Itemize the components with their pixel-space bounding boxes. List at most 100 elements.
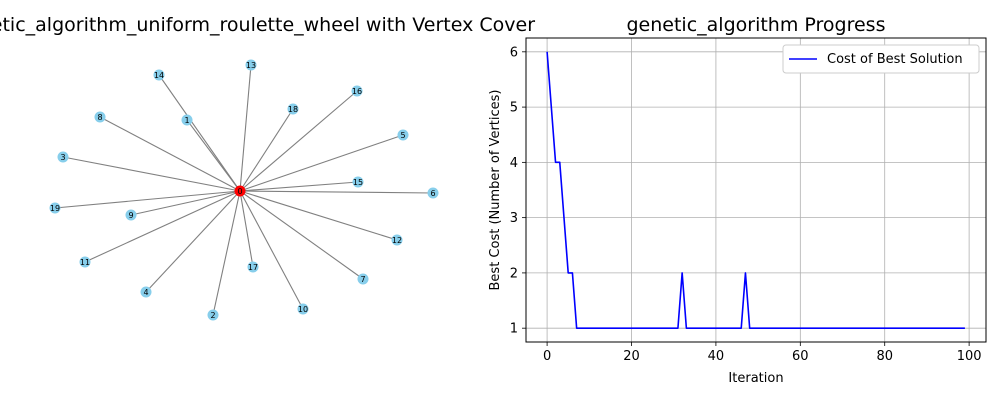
graph-node-marker: [397, 129, 409, 141]
graph-node-label: 15: [353, 178, 363, 187]
graph-node-label: 17: [248, 263, 258, 272]
graph-node-label: 18: [288, 105, 298, 114]
x-tick-label: 100: [957, 349, 982, 364]
graph-node-2: 2: [207, 309, 219, 321]
series-line-0: [546, 51, 965, 329]
graph-node-12: 12: [391, 234, 403, 246]
graph-node-14: 14: [153, 69, 165, 81]
graph-edge-0-15: [239, 181, 359, 192]
graph-edge-0-14: [158, 74, 241, 192]
graph-node-4: 4: [140, 286, 152, 298]
legend-label: Cost of Best Solution: [827, 52, 963, 67]
graph-node-3: 3: [57, 151, 69, 163]
graph-node-0-cover: 0: [234, 185, 246, 197]
graph-node-marker: [207, 309, 219, 321]
graph-node-9: 9: [125, 209, 137, 221]
y-tick-label: 4: [510, 156, 518, 171]
x-tick-label: 80: [876, 349, 893, 364]
plot-frame: [525, 37, 987, 343]
graph-title: genetic_algorithm_uniform_roulette_wheel…: [0, 14, 535, 36]
graph-node-7: 7: [357, 273, 369, 285]
graph-node-label: 19: [50, 204, 60, 213]
graph-node-marker: [351, 85, 363, 97]
legend-box: [782, 44, 980, 74]
y-axis-label: Best Cost (Number of Vertices): [488, 90, 503, 291]
graph-node-label: 13: [246, 61, 256, 70]
graph-node-1: 1: [181, 114, 193, 126]
graph-edge-0-10: [239, 190, 304, 310]
graph-node-5: 5: [397, 129, 409, 141]
legend: Cost of Best Solution: [782, 44, 980, 74]
graph-edge-0-12: [239, 190, 398, 241]
graph-node-marker: [357, 273, 369, 285]
graph-node-label: 6: [430, 189, 435, 198]
graph-node-label: 5: [400, 131, 405, 140]
graph-node-label: 10: [298, 305, 308, 314]
graph-edge-0-11: [84, 190, 241, 263]
graph-node-label: 9: [128, 211, 133, 220]
graph-node-17: 17: [247, 261, 259, 273]
chart-panel: 0 20 40 60 80 100 1 2 3 4 5 6 genetic_algorithm Pr…: [488, 14, 987, 386]
y-tick-label: 3: [510, 211, 518, 226]
graph-node-marker: [247, 261, 259, 273]
graph-edge-0-4: [145, 190, 241, 293]
graph-node-marker: [352, 176, 364, 188]
graph-node-label: 2: [210, 311, 215, 320]
graph-node-13: 13: [245, 59, 257, 71]
graph-node-marker: [49, 202, 61, 214]
x-axis-ticks: 0 20 40 60 80 100: [543, 342, 982, 364]
graph-node-18: 18: [287, 103, 299, 115]
graph-node-label: 1: [184, 116, 189, 125]
graph-node-6: 6: [427, 187, 439, 199]
graph-node-label: 4: [143, 288, 148, 297]
graph-node-label: 16: [352, 87, 362, 96]
graph-edge-0-3: [62, 156, 241, 192]
graph-node-label: 7: [360, 275, 365, 284]
y-tick-label: 2: [510, 266, 518, 281]
x-tick-label: 40: [708, 349, 725, 364]
y-axis-ticks: 1 2 3 4 5 6: [510, 45, 526, 337]
chart-title: genetic_algorithm Progress: [627, 14, 886, 36]
graph-edge-0-2: [212, 190, 241, 316]
graph-edge-0-9: [130, 190, 241, 216]
graph-edge-0-5: [239, 134, 404, 192]
series-lines: [546, 51, 965, 329]
graph-node-marker: [181, 114, 193, 126]
graph-node-marker: [57, 151, 69, 163]
graph-node-marker: [153, 69, 165, 81]
graph-node-label: 14: [154, 71, 164, 80]
graph-edge-0-7: [239, 190, 364, 280]
graph-node-marker: [427, 187, 439, 199]
graph-node-10: 10: [297, 303, 309, 315]
graph-node-marker: [287, 103, 299, 115]
graph-edges: [54, 64, 434, 316]
graph-edge-0-17: [239, 190, 254, 268]
x-tick-label: 60: [792, 349, 809, 364]
graph-edge-0-8: [99, 116, 241, 192]
graph-node-marker: [125, 209, 137, 221]
graph-node-marker: [245, 59, 257, 71]
graph-node-marker: [391, 234, 403, 246]
y-tick-label: 5: [510, 101, 518, 116]
graph-node-label: 3: [60, 153, 65, 162]
graph-node-marker: [79, 256, 91, 268]
graph-node-11: 11: [79, 256, 91, 268]
x-tick-label: 0: [543, 349, 551, 364]
graph-node-label: 8: [97, 113, 102, 122]
graph-node-8: 8: [94, 111, 106, 123]
graph-node-label: 11: [80, 258, 90, 267]
graph-node-marker: [140, 286, 152, 298]
graph-edge-0-6: [239, 190, 434, 194]
graph-node-label: 0: [237, 187, 242, 196]
graph-node-marker: [94, 111, 106, 123]
graph-edge-0-1: [186, 119, 241, 192]
graph-edge-0-18: [239, 108, 294, 192]
graph-panel: genetic_algorithm_uniform_roulette_wheel…: [0, 14, 535, 321]
y-tick-label: 6: [510, 45, 518, 60]
graph-node-marker: [234, 185, 246, 197]
graph-node-15: 15: [352, 176, 364, 188]
x-tick-label: 20: [623, 349, 640, 364]
graph-node-19: 19: [49, 202, 61, 214]
